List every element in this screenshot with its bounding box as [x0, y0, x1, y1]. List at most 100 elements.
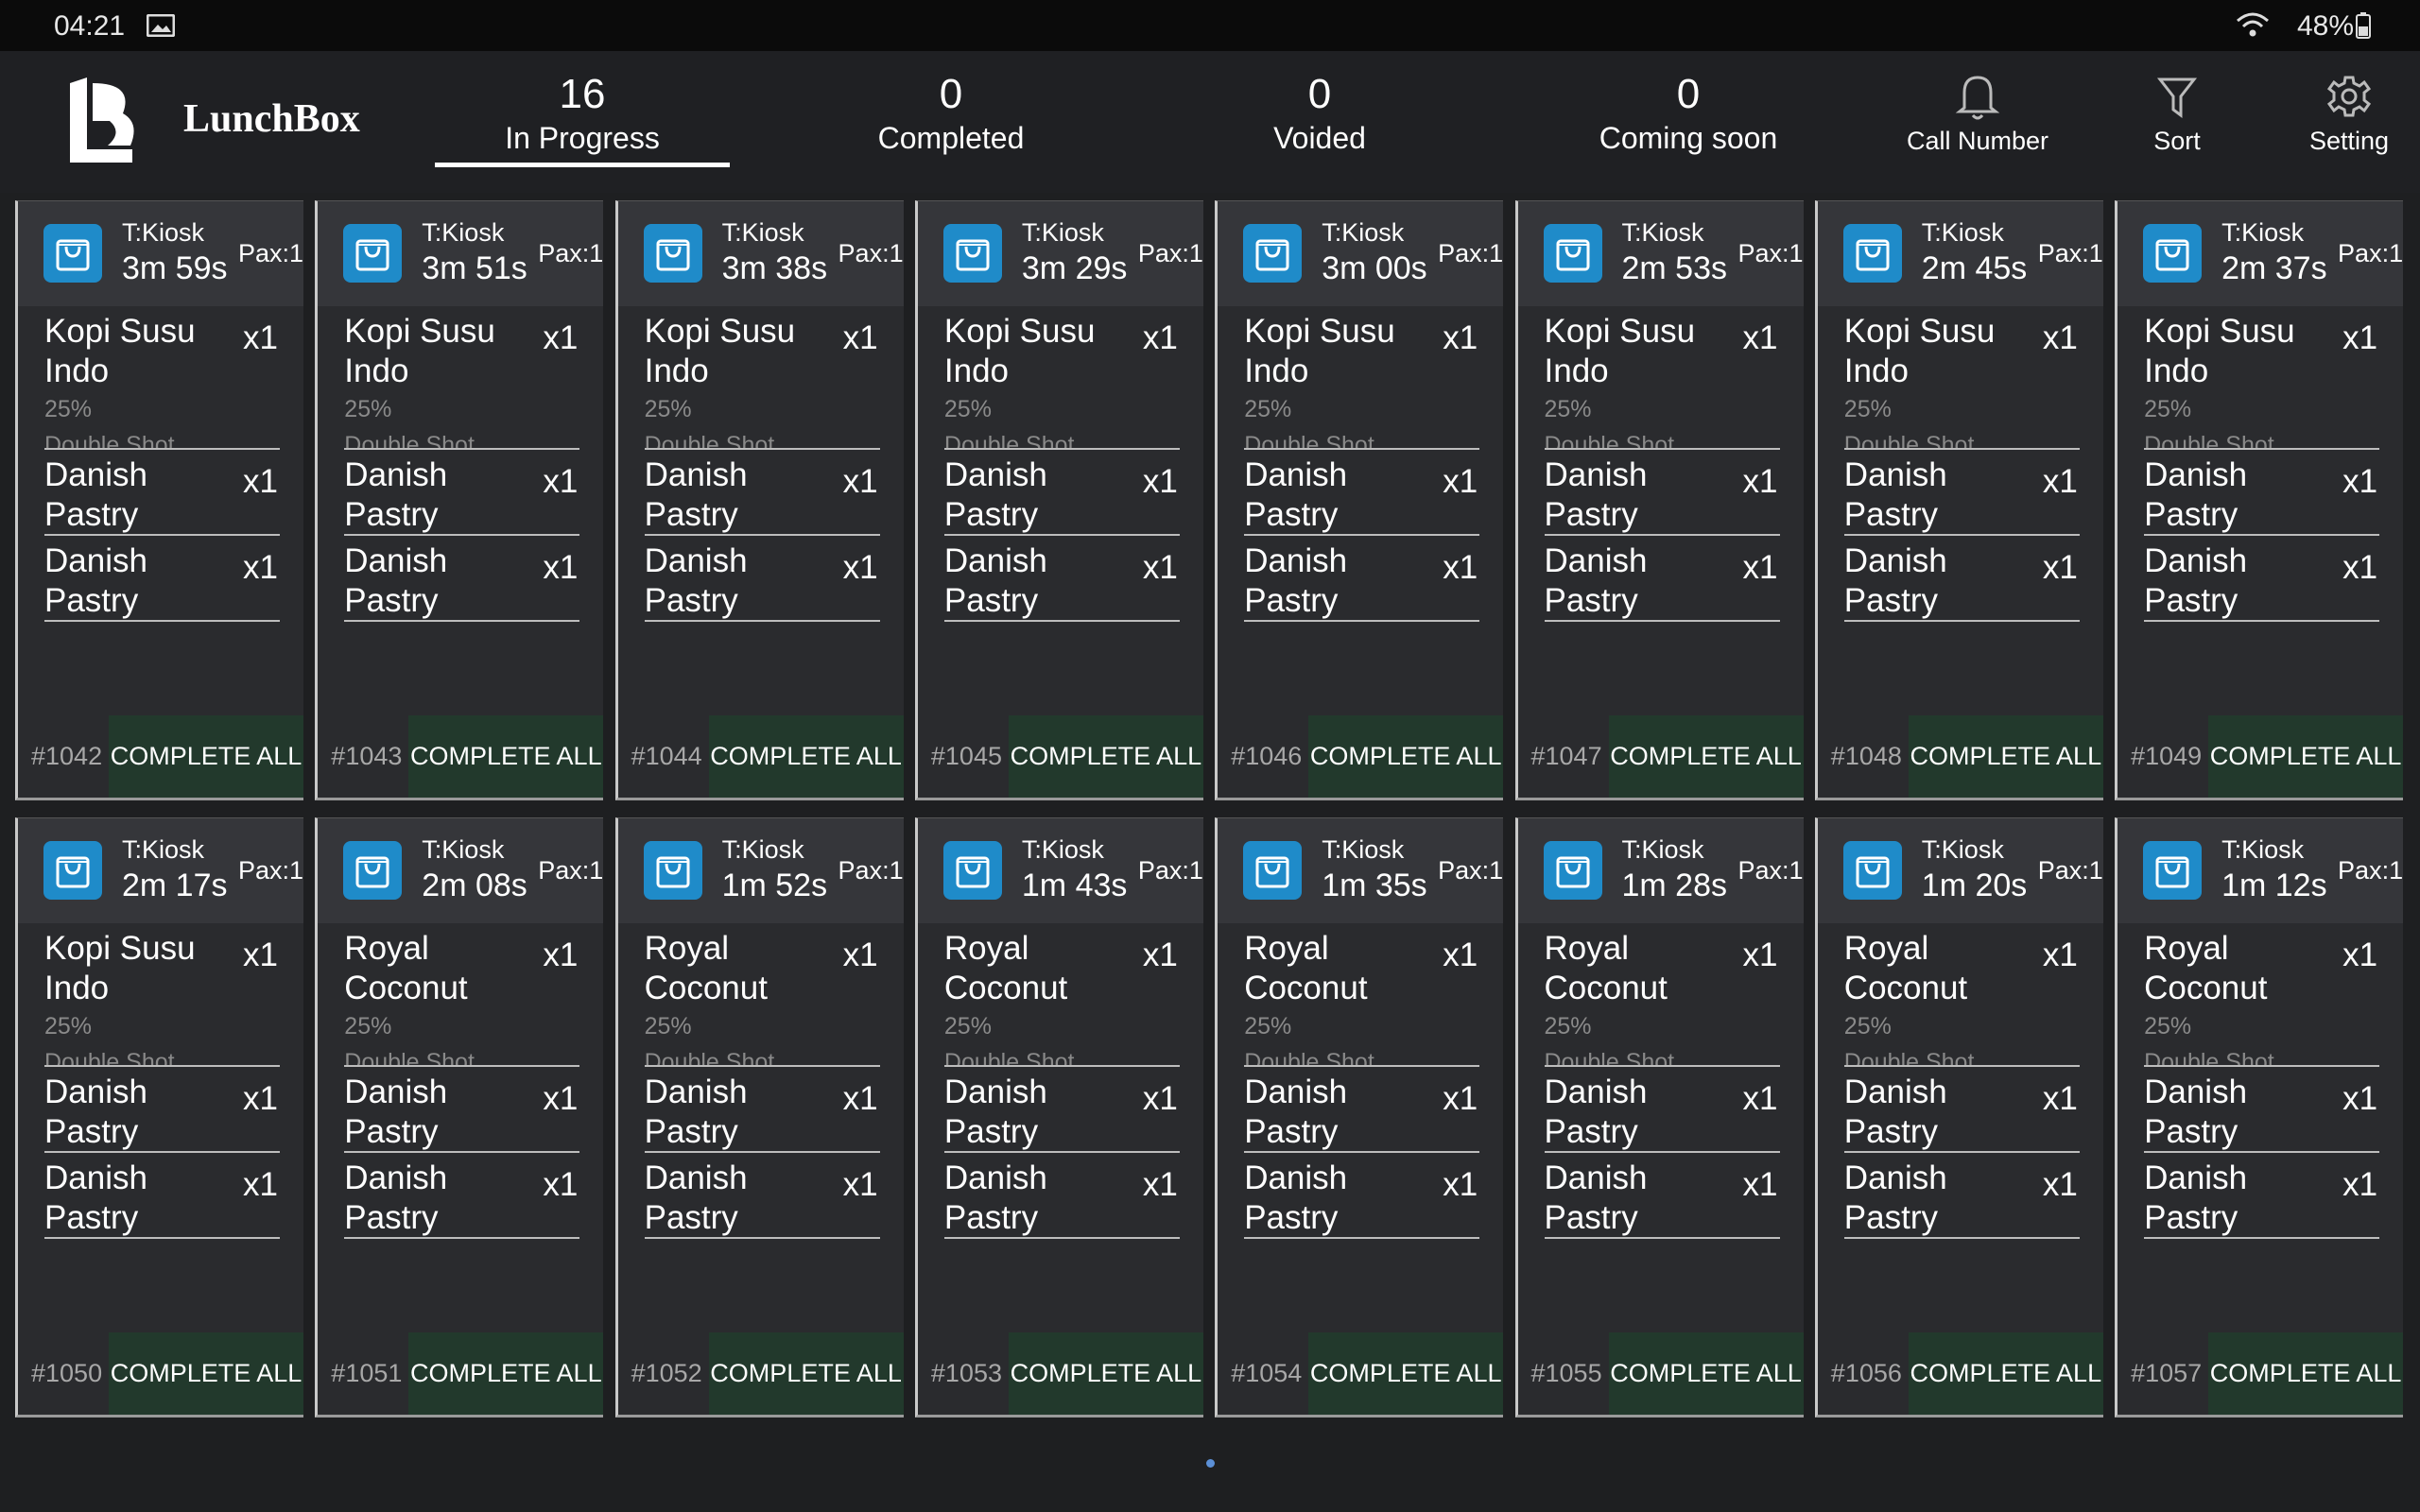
- order-type-icon: [1243, 224, 1303, 283]
- bag-icon: [2155, 856, 2189, 888]
- complete-all-button[interactable]: COMPLETE ALL: [1308, 715, 1504, 798]
- order-card: T:Kiosk 1m 35s Pax:1 Royal Coconut x1 25% Doub…: [1215, 817, 1504, 1418]
- pax-count: Pax:1: [838, 239, 904, 267]
- complete-all-button[interactable]: COMPLETE ALL: [708, 715, 904, 798]
- order-item: Royal Coconut x1 25% Double Shot: [344, 923, 580, 1067]
- item-name: Danish Pastry: [943, 456, 1047, 533]
- complete-all-button[interactable]: COMPLETE ALL: [1608, 1332, 1804, 1415]
- item-quantity: x1: [1742, 936, 1778, 973]
- order-footer: #1057 COMPLETE ALL: [2118, 1332, 2404, 1415]
- order-number: #1055: [1530, 1359, 1602, 1387]
- table-name: T:Kiosk: [2221, 218, 2305, 247]
- item-name: Royal Coconut: [1843, 930, 1968, 1006]
- order-type-icon: [1842, 841, 1902, 900]
- bag-icon: [355, 239, 389, 271]
- complete-all-button[interactable]: COMPLETE ALL: [1908, 715, 2103, 798]
- elapsed-time: 1m 12s: [2221, 868, 2327, 903]
- button-label: Sort: [2153, 127, 2201, 155]
- bag-icon: [956, 856, 990, 888]
- item-quantity: x1: [1443, 319, 1478, 356]
- table-name: T:Kiosk: [422, 218, 505, 247]
- item-name: Danish Pastry: [344, 1074, 448, 1150]
- elapsed-time: 2m 17s: [122, 868, 228, 903]
- order-item: Kopi Susu Indo x1 25% Double Shot: [1244, 306, 1480, 450]
- bag-icon: [956, 239, 990, 271]
- order-type-icon: [43, 841, 102, 900]
- item-name: Kopi Susu Indo: [344, 313, 495, 389]
- pax-count: Pax:1: [1137, 856, 1203, 885]
- battery-icon: [2356, 12, 2371, 39]
- complete-all-button[interactable]: COMPLETE ALL: [408, 715, 604, 798]
- item-quantity: x1: [2042, 1166, 2078, 1203]
- order-item: Danish Pastry x1: [44, 536, 280, 622]
- pax-count: Pax:1: [237, 239, 303, 267]
- status-tab[interactable]: 16 In Progress: [435, 70, 730, 167]
- order-item: Royal Coconut x1 25% Double Shot: [1843, 923, 2080, 1067]
- tab-count: 0: [1676, 71, 1701, 117]
- complete-all-button[interactable]: COMPLETE ALL: [408, 1332, 604, 1415]
- item-quantity: x1: [2042, 549, 2078, 586]
- order-item: Danish Pastry x1: [1244, 1067, 1480, 1153]
- item-modifier: Double Shot: [344, 432, 475, 450]
- item-name: Danish Pastry: [1244, 542, 1348, 619]
- order-type-icon: [1243, 841, 1303, 900]
- toolbar-button[interactable]: Sort: [2083, 72, 2272, 156]
- order-number: #1054: [1231, 1359, 1303, 1387]
- item-quantity: x1: [2342, 319, 2378, 356]
- order-card: T:Kiosk 1m 28s Pax:1 Royal Coconut x1 25% Doub…: [1514, 817, 1804, 1418]
- tab-label: In Progress: [505, 121, 660, 155]
- table-name: T:Kiosk: [122, 835, 205, 864]
- complete-all-button[interactable]: COMPLETE ALL: [1908, 1332, 2103, 1415]
- order-header: T:Kiosk 1m 28s Pax:1: [1517, 818, 1804, 923]
- item-name: Danish Pastry: [943, 542, 1047, 619]
- order-footer: #1047 COMPLETE ALL: [1518, 715, 1804, 798]
- order-number: #1042: [31, 742, 103, 770]
- logo: [70, 77, 134, 163]
- order-card: T:Kiosk 1m 20s Pax:1 Royal Coconut x1 25% Doub…: [1814, 817, 2103, 1418]
- item-name: Royal Coconut: [1244, 930, 1368, 1006]
- toolbar-button[interactable]: Call Number: [1883, 72, 2072, 156]
- item-name: Danish Pastry: [2144, 1160, 2248, 1236]
- elapsed-time: 1m 52s: [721, 868, 828, 903]
- complete-all-button[interactable]: COMPLETE ALL: [1008, 715, 1203, 798]
- status-tab[interactable]: 0 Completed: [804, 70, 1098, 157]
- order-footer: #1042 COMPLETE ALL: [18, 715, 303, 798]
- order-footer: #1044 COMPLETE ALL: [618, 715, 904, 798]
- complete-all-button[interactable]: COMPLETE ALL: [1608, 715, 1804, 798]
- complete-all-button[interactable]: COMPLETE ALL: [109, 715, 303, 798]
- pax-count: Pax:1: [1737, 239, 1804, 267]
- order-number: #1057: [2131, 1359, 2203, 1387]
- order-item: Kopi Susu Indo x1 25% Double Shot: [44, 923, 280, 1067]
- toolbar-button[interactable]: Setting: [2255, 72, 2420, 156]
- item-quantity: x1: [243, 1080, 278, 1117]
- complete-all-button[interactable]: COMPLETE ALL: [2208, 1332, 2404, 1415]
- bag-icon: [56, 856, 90, 888]
- item-list: Royal Coconut x1 25% Double Shot Danish Past…: [1818, 923, 2103, 1239]
- item-quantity: x1: [842, 1166, 878, 1203]
- item-modifier: Double Shot: [44, 432, 175, 450]
- order-item: Danish Pastry x1: [943, 1067, 1180, 1153]
- order-footer: #1055 COMPLETE ALL: [1518, 1332, 1804, 1415]
- order-item: Danish Pastry x1: [2144, 450, 2380, 536]
- complete-all-button[interactable]: COMPLETE ALL: [1008, 1332, 1203, 1415]
- complete-all-button[interactable]: COMPLETE ALL: [1308, 1332, 1504, 1415]
- item-list: Royal Coconut x1 25% Double Shot Danish Past…: [1518, 923, 1804, 1239]
- tab-count: 0: [939, 71, 963, 117]
- complete-all-button[interactable]: COMPLETE ALL: [2208, 715, 2404, 798]
- bag-icon: [1856, 239, 1890, 271]
- item-quantity: x1: [2342, 1080, 2378, 1117]
- item-name: Kopi Susu Indo: [644, 313, 796, 389]
- item-modifier: 25%: [943, 396, 992, 422]
- table-name: T:Kiosk: [1921, 218, 2004, 247]
- item-list: Kopi Susu Indo x1 25% Double Shot Danish Pas…: [1218, 306, 1503, 622]
- complete-all-button[interactable]: COMPLETE ALL: [109, 1332, 303, 1415]
- item-quantity: x1: [842, 549, 878, 586]
- order-card: T:Kiosk 2m 37s Pax:1 Kopi Susu Indo x1 25% Dou…: [2115, 200, 2404, 800]
- table-name: T:Kiosk: [1021, 835, 1104, 864]
- bell-icon: [1955, 76, 2000, 120]
- complete-all-button[interactable]: COMPLETE ALL: [708, 1332, 904, 1415]
- order-card: T:Kiosk 2m 45s Pax:1 Kopi Susu Indo x1 25% Dou…: [1814, 200, 2103, 800]
- pax-count: Pax:1: [2338, 856, 2404, 885]
- status-tab[interactable]: 0 Coming soon: [1541, 70, 1836, 157]
- status-tab[interactable]: 0 Voided: [1172, 70, 1467, 157]
